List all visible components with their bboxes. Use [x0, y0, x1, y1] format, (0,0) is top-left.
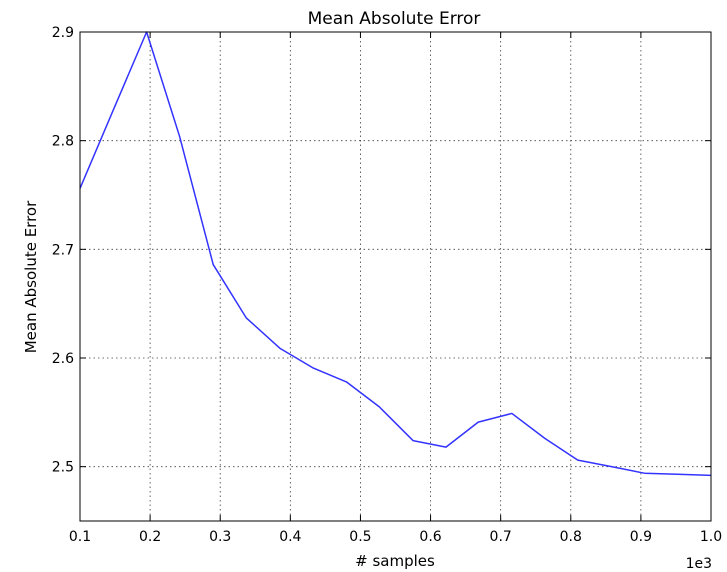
x-tick-label: 0.1 — [69, 529, 91, 545]
grid — [79, 31, 712, 521]
plot-frame — [79, 31, 712, 522]
y-tick-label: 2.6 — [52, 351, 74, 367]
series-layer — [79, 31, 712, 477]
x-tick-label: 1.0 — [700, 529, 722, 545]
y-tick-label: 2.5 — [52, 460, 74, 476]
x-tick-label: 0.8 — [560, 529, 582, 545]
x-tick-label: 0.6 — [419, 529, 441, 545]
ticks: 0.1 0.2 0.3 0.4 0.5 0.6 0.7 0.8 0.9 1.0 2.5 2.6 2.7 2… — [52, 25, 722, 545]
x-tick-label: 0.9 — [630, 529, 652, 545]
y-tick-label: 2.9 — [52, 25, 74, 41]
x-axis-label: # samples — [355, 552, 435, 570]
x-tick-label: 0.4 — [279, 529, 301, 545]
y-tick-label: 2.8 — [52, 134, 74, 150]
x-tick-label: 0.5 — [349, 529, 371, 545]
x-tick-label: 0.2 — [139, 529, 161, 545]
y-axis-label: Mean Absolute Error — [22, 200, 40, 353]
x-tick-label: 0.7 — [490, 529, 512, 545]
x-offset-text: 1e3 — [686, 556, 712, 572]
y-tick-label: 2.7 — [52, 242, 74, 258]
chart-title: Mean Absolute Error — [308, 9, 481, 29]
series-line-0 — [79, 31, 712, 477]
x-tick-label: 0.3 — [209, 529, 231, 545]
